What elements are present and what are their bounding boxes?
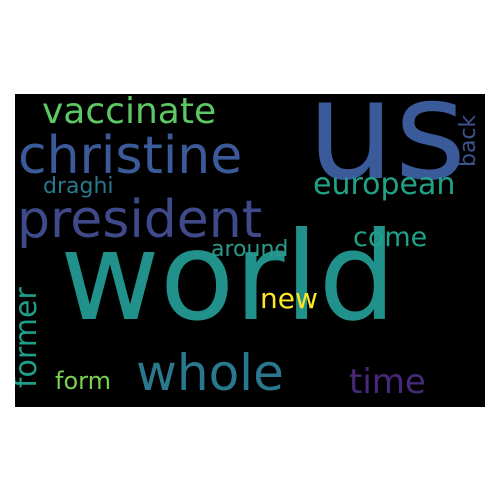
word-back: back	[456, 114, 481, 167]
word-cloud: us world christine president vaccinate w…	[15, 94, 485, 407]
word-come: come	[353, 222, 428, 253]
word-world: world	[60, 206, 396, 348]
word-draghi: draghi	[43, 174, 114, 199]
word-us: us	[307, 94, 467, 211]
word-president: president	[17, 190, 263, 250]
word-former: former	[15, 287, 44, 388]
word-around: around	[211, 237, 289, 262]
word-new: new	[260, 282, 318, 315]
word-vaccinate: vaccinate	[42, 94, 217, 132]
word-christine: christine	[18, 126, 243, 186]
word-form: form	[55, 367, 111, 395]
word-time: time	[349, 362, 426, 402]
word-european: european	[313, 167, 456, 202]
word-whole: whole	[136, 344, 284, 402]
